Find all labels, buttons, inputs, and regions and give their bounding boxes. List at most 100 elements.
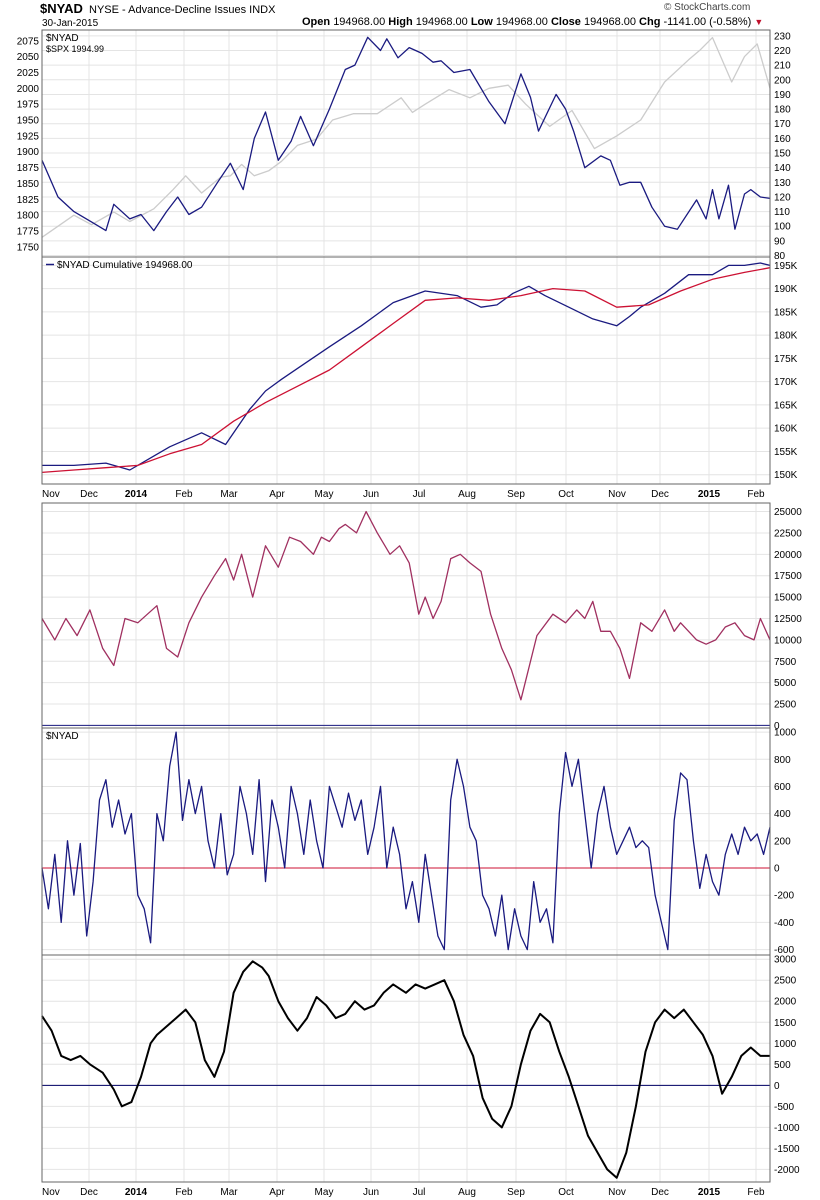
left-tick-label: 2050 [17,52,40,63]
x-axis-label: Sep [507,489,525,500]
right-tick-label: 185K [774,307,798,318]
series-line-oscillator [41,960,770,1179]
symbol-title: $NYAD [40,1,83,16]
right-tick-label: 2000 [774,997,797,1008]
ohlc-readout: Open 194968.00 High 194968.00 Low 194968… [302,16,763,28]
series-line-oscillator [41,510,771,701]
left-tick-label: 1900 [17,147,40,158]
right-tick-label: 210 [774,61,791,72]
left-tick-label: 1975 [17,100,40,111]
left-tick-label: 1850 [17,179,40,190]
right-tick-label: 25000 [774,507,802,518]
x-axis-label: Jul [413,489,426,500]
x-axis-label: Aug [458,489,476,500]
x-axis-label: Feb [747,489,765,500]
x-axis-label: 2014 [125,489,148,500]
right-tick-label: 150 [774,149,791,160]
right-tick-label: 5000 [774,678,797,689]
right-tick-label: 165K [774,400,798,411]
x-axis-label: Mar [220,1187,238,1198]
x-axis-label: Dec [80,1187,98,1198]
right-tick-label: 220 [774,46,791,57]
left-tick-label: 1925 [17,131,40,142]
panel-border [41,954,771,1183]
right-tick-label: 17500 [774,571,802,582]
right-tick-label: 155K [774,447,798,458]
x-axis-label: Feb [175,489,193,500]
panel-border [41,256,771,485]
left-tick-label: 2075 [17,36,40,47]
left-tick-label: 1800 [17,211,40,222]
right-tick-label: 195K [774,261,798,272]
legend-label: $NYAD [46,731,79,742]
low-value: 194968.00 [495,16,548,28]
right-tick-label: 0 [774,721,780,732]
right-tick-label: 12500 [774,614,802,625]
right-tick-label: 180K [774,331,798,342]
right-tick-label: 90 [774,236,786,247]
right-tick-label: 1000 [774,728,797,739]
right-tick-label: 3000 [774,955,797,966]
low-label: Low [470,16,493,28]
right-tick-label: -1500 [774,1144,800,1155]
right-tick-label: 80 [774,251,786,262]
right-tick-label: 15000 [774,593,802,604]
x-axis-label: Dec [651,489,669,500]
left-tick-label: 1950 [17,116,40,127]
right-tick-label: -2000 [774,1165,800,1176]
series-line--nyad [41,36,771,232]
right-tick-label: 100 [774,222,791,233]
down-triangle-icon: ▼ [754,17,764,27]
right-tick-label: 130 [774,178,791,189]
right-tick-label: 200 [774,75,791,86]
x-axis-label: May [315,1187,334,1198]
x-axis-label: 2014 [125,1187,148,1198]
x-axis-label: Feb [175,1187,193,1198]
right-tick-label: 2500 [774,976,797,987]
right-tick-label: 140 [774,163,791,174]
open-label: Open [302,16,331,28]
close-label: Close [550,16,581,28]
x-axis-label: Nov [608,489,626,500]
symbol-description: NYSE - Advance-Decline Issues INDX [89,4,276,16]
x-axis-label: Mar [220,489,238,500]
left-tick-label: 1750 [17,242,40,253]
x-axis-label: Dec [80,489,98,500]
x-axis-label: Jun [363,489,379,500]
right-tick-label: -500 [774,1102,794,1113]
right-tick-label: 150K [774,470,798,481]
high-label: High [388,16,413,28]
chg-value: -1141.00 (-0.58%) [663,16,752,28]
right-tick-label: 200 [774,836,791,847]
x-axis-label: 2015 [698,489,721,500]
x-axis-label: Nov [608,1187,626,1198]
chart-date: 30-Jan-2015 [42,18,99,29]
right-tick-label: 180 [774,105,791,116]
right-tick-label: 1500 [774,1018,797,1029]
x-axis-label: Dec [651,1187,669,1198]
stockcharts-logo: © StockCharts.com [664,2,751,13]
x-axis-label: Apr [269,489,285,500]
legend-label: $NYAD Cumulative 194968.00 [57,260,193,271]
right-tick-label: 500 [774,1060,791,1071]
x-axis-label: Jul [413,1187,426,1198]
right-tick-label: 0 [774,864,780,875]
right-tick-label: 400 [774,809,791,820]
right-tick-label: 160 [774,134,791,145]
legend-label: $SPX 1994.99 [46,44,104,54]
x-axis-label: 2015 [698,1187,721,1198]
right-tick-label: -200 [774,891,794,902]
legend-label: $NYAD [46,33,79,44]
close-value: 194968.00 [583,16,636,28]
series-line--nyad-cumulative [42,262,771,471]
left-tick-label: 2025 [17,68,40,79]
left-tick-label: 1825 [17,195,40,206]
series-line--nyad [41,731,771,951]
right-tick-label: 20000 [774,550,802,561]
right-tick-label: 110 [774,207,790,218]
x-axis-label: Feb [747,1187,765,1198]
right-tick-label: 7500 [774,657,797,668]
x-axis-label: Apr [269,1187,285,1198]
